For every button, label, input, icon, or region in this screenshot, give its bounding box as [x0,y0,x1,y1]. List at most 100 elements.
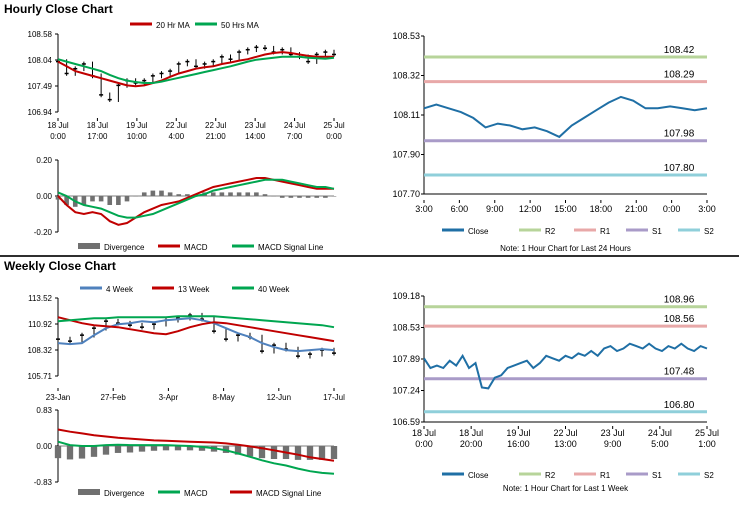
legend-swatch [78,489,100,495]
y-tick-label: 110.92 [28,320,52,329]
divergence-bar [55,196,61,200]
x-tick-label: 8-May [212,393,234,402]
divergence-bar [306,446,314,460]
legend-label: 40 Week [258,285,290,294]
divergence-bar [141,192,147,196]
level-label-r2: 108.96 [664,295,695,306]
divergence-bar [228,192,233,196]
legend-label: S1 [652,471,662,480]
divergence-bar [64,196,69,205]
macd-line [57,177,334,226]
divergence-bar [254,192,259,196]
y-tick-label: -0.83 [34,478,53,487]
ma-line-50 [57,55,335,84]
legend-label: 4 Week [106,285,134,294]
y-tick-label: 0.00 [36,442,52,451]
legend-label: Close [468,227,489,236]
divergence-bar [90,196,95,202]
legend-label: R1 [600,471,611,480]
x-tick-label: 6:00 [451,204,469,214]
divergence-bar [176,194,182,196]
y-tick-label: 107.89 [392,354,420,364]
x-tick-label: 3:00 [415,204,433,214]
x-tick-label: 10:00 [127,132,148,141]
hourly-macd-chart: 0.20 0.00 -0.20 Divergence MACD MACD Signal L… [34,156,337,252]
divergence-bar [246,446,254,457]
y-tick-label: 108.32 [392,71,420,81]
y-tick-label: 107.70 [392,189,420,199]
divergence-bar [81,196,87,205]
legend-label: MACD [184,489,208,498]
x-tick-label: 22 Jul [553,428,577,438]
divergence-bar [54,446,62,459]
divergence-bar [185,194,190,196]
x-tick-label: 18 Jul [87,121,109,130]
divergence-bar [271,196,276,197]
close-line [423,342,708,390]
legend-label: R2 [545,471,556,480]
weekly-section-title: Weekly Close Chart [4,259,116,273]
legend-label: 20 Hr MA [156,21,190,30]
legend-label: 50 Hrs MA [221,21,259,30]
divergence-bar [159,190,164,196]
x-tick-label: 0:00 [415,439,433,449]
x-tick-label: 17-Jul [323,393,345,402]
divergence-bar [305,196,311,198]
hourly-levels-chart: 108.53 108.32 108.11 107.90 107.70 108.42 108.… [392,31,715,253]
divergence-bar [66,446,74,460]
y-tick-label: 0.20 [36,156,52,165]
x-tick-label: 27-Feb [101,393,127,402]
x-tick-label: 19 Jul [126,121,148,130]
divergence-bar [234,446,242,455]
weekly-macd-chart: 0.83 0.00 -0.83 Divergence MACD MACD Signal L… [34,406,338,498]
divergence-bar [150,190,156,196]
signal-line [57,178,335,219]
legend-label: MACD [184,243,208,252]
divergence-bar [162,446,170,451]
y-tick-label: 113.52 [28,294,52,303]
divergence-bar [198,446,206,451]
divergence-bar [270,446,278,460]
y-tick-label: 108.11 [393,110,420,120]
ma-line-40w [57,315,335,329]
x-tick-label: 21:00 [625,204,648,214]
y-tick-label: 107.24 [392,386,420,396]
x-tick-label: 1:00 [698,439,716,449]
y-tick-label: 107.90 [392,150,420,160]
level-label-r1: 108.56 [664,314,695,325]
hourly-price-chart: 108.58 108.04 107.49 106.94 20 Hr MA 50 Hrs M… [28,21,345,141]
x-tick-label: 0:00 [663,204,681,214]
divergence-bar [138,446,146,452]
ma-line-4w [57,317,335,353]
y-tick-label: 108.53 [392,323,420,333]
x-tick-label: 18 Jul [459,428,483,438]
divergence-bar [133,196,138,197]
y-tick-label: -0.20 [34,228,53,237]
x-tick-label: 3-Apr [159,393,179,402]
y-tick-label: 106.94 [28,108,53,117]
legend-label: Divergence [104,243,145,252]
divergence-bar [331,196,337,197]
divergence-bar [262,194,268,196]
divergence-bar [236,192,242,196]
legend-label: 13 Week [178,285,210,294]
divergence-bar [314,196,320,198]
legend-label: Divergence [104,489,145,498]
x-tick-label: 17:00 [87,132,108,141]
divergence-bar [330,446,338,460]
x-tick-label: 23 Jul [601,428,625,438]
x-tick-label: 25 Jul [695,428,719,438]
x-tick-label: 12-Jun [267,393,291,402]
divergence-bar [78,446,86,459]
x-tick-label: 20:00 [460,439,483,449]
legend-label: MACD Signal Line [256,489,322,498]
x-tick-label: 15:00 [554,204,577,214]
divergence-bar [186,446,194,451]
legend-label: S1 [652,227,662,236]
chart-note: Note: 1 Hour Chart for Last 24 Hours [500,244,631,253]
divergence-bar [126,446,134,453]
x-tick-label: 18 Jul [412,428,436,438]
x-tick-label: 14:00 [245,132,266,141]
chart-note: Note: 1 Hour Chart for Last 1 Week [503,484,629,493]
x-tick-label: 22 Jul [205,121,227,130]
